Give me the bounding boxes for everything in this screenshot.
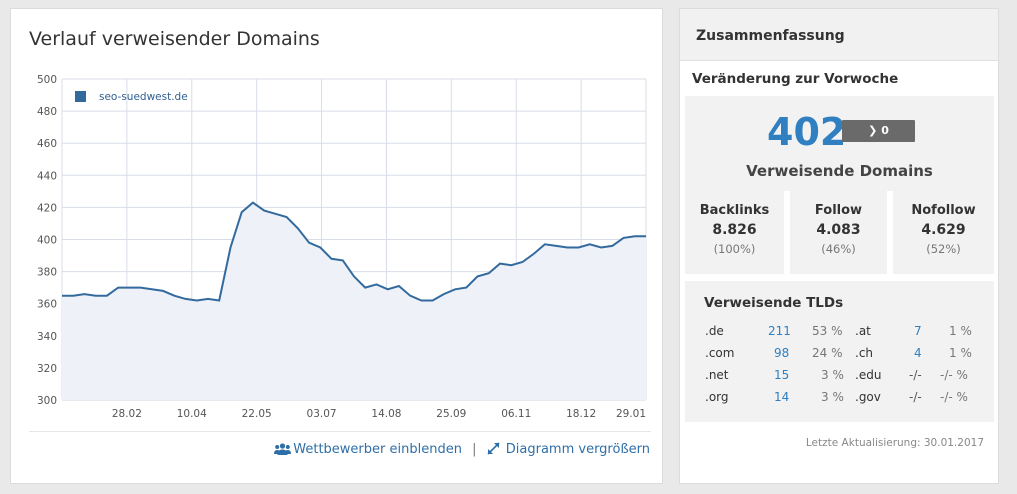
x-tick-label: 28.02 xyxy=(112,408,142,420)
tld-count[interactable]: 211 xyxy=(768,324,791,338)
y-tick-label: 340 xyxy=(37,331,57,343)
tld-percent: 3 % xyxy=(821,368,844,382)
y-tick-label: 480 xyxy=(37,106,57,118)
tld-name: .com xyxy=(705,346,735,360)
y-tick-label: 420 xyxy=(37,202,57,214)
last-update: Letzte Aktualisierung: 30.01.2017 xyxy=(805,437,984,449)
enlarge-chart-label: Diagramm vergrößern xyxy=(505,442,650,457)
tld-percent: -/- % xyxy=(940,368,968,382)
expand-icon xyxy=(487,442,500,455)
x-tick-label: 06.11 xyxy=(501,408,531,420)
change-value: 0 xyxy=(881,124,889,137)
tld-box: Verweisende TLDs .de 211 53 % .at 7 1 % … xyxy=(685,281,994,422)
line-chart: 300 320 340 360 380 400 420 440 460 480 500 28.02 10… xyxy=(37,74,647,420)
stat-backlinks: Backlinks 8.826 (100%) xyxy=(685,191,784,274)
total-domains-box: 402 ❯ 0 Verweisende Domains xyxy=(685,96,994,191)
stat-percent: (46%) xyxy=(821,242,856,256)
tld-name: .at xyxy=(855,324,871,338)
summary-header: Zusammenfassung xyxy=(680,9,998,61)
tld-name: .org xyxy=(705,390,729,404)
stat-value: 4.629 xyxy=(921,222,966,238)
tld-row: .net 15 3 % .edu -/- -/- % xyxy=(685,368,994,388)
summary-panel: Zusammenfassung Veränderung zur Vorwoche… xyxy=(679,8,999,484)
series-line xyxy=(62,201,646,302)
total-domains-value: 402 xyxy=(767,110,847,154)
tld-percent: 1 % xyxy=(949,324,972,338)
tld-count[interactable]: 14 xyxy=(774,390,790,404)
tld-count[interactable]: 98 xyxy=(774,346,790,360)
y-tick-label: 400 xyxy=(37,235,57,247)
tld-count[interactable]: 15 xyxy=(774,368,790,382)
y-tick-label: 360 xyxy=(37,299,57,311)
stat-label: Nofollow xyxy=(911,203,976,218)
tld-name: .ch xyxy=(855,346,874,360)
x-tick-label: 14.08 xyxy=(371,408,401,420)
stat-value: 8.826 xyxy=(712,222,757,238)
y-tick-label: 500 xyxy=(37,74,57,86)
chart-actions: Wettbewerber einblenden | Diagramm vergr… xyxy=(274,442,650,457)
total-domains-label: Verweisende Domains xyxy=(746,162,933,180)
x-tick-label: 18.12 xyxy=(566,408,596,420)
users-icon xyxy=(274,443,292,455)
stat-percent: (100%) xyxy=(713,242,756,256)
tld-percent: 3 % xyxy=(821,390,844,404)
x-tick-label: 22.05 xyxy=(242,408,272,420)
show-competitors-link[interactable]: Wettbewerber einblenden xyxy=(274,442,466,457)
legend-swatch xyxy=(75,91,86,102)
tld-count: -/- xyxy=(909,368,922,382)
stat-label: Backlinks xyxy=(699,203,770,218)
y-tick-label: 380 xyxy=(37,267,57,279)
tld-row: .de 211 53 % .at 7 1 % xyxy=(685,324,994,344)
series-area xyxy=(62,202,646,400)
tld-name: .de xyxy=(705,324,724,338)
link-separator: | xyxy=(472,442,477,457)
chevron-right-icon: ❯ xyxy=(868,124,878,137)
y-tick-label: 300 xyxy=(37,395,57,407)
stat-nofollow: Nofollow 4.629 (52%) xyxy=(893,191,994,274)
tld-percent: 24 % xyxy=(812,346,843,360)
change-section-title: Veränderung zur Vorwoche xyxy=(692,71,899,87)
tld-name: .edu xyxy=(855,368,882,382)
tld-percent: 1 % xyxy=(949,346,972,360)
tld-count[interactable]: 7 xyxy=(914,324,922,338)
legend-label: seo-suedwest.de xyxy=(99,91,188,103)
y-tick-label: 460 xyxy=(37,138,57,150)
x-tick-label: 10.04 xyxy=(177,408,207,420)
x-tick-label: 25.09 xyxy=(436,408,466,420)
stat-percent: (52%) xyxy=(926,242,961,256)
stat-follow: Follow 4.083 (46%) xyxy=(790,191,887,274)
tld-percent: 53 % xyxy=(812,324,843,338)
tld-row: .org 14 3 % .gov -/- -/- % xyxy=(685,390,994,410)
y-tick-label: 320 xyxy=(37,363,57,375)
chart-panel: Verlauf verweisender Domains 300 320 340 36… xyxy=(10,8,663,484)
change-badge: ❯ 0 xyxy=(842,120,915,142)
tld-row: .com 98 24 % .ch 4 1 % xyxy=(685,346,994,366)
x-tick-label: 03.07 xyxy=(307,408,337,420)
y-tick-label: 440 xyxy=(37,170,57,182)
stat-label: Follow xyxy=(814,203,863,218)
show-competitors-label: Wettbewerber einblenden xyxy=(293,442,462,457)
tld-count: -/- xyxy=(909,390,922,404)
x-tick-label: 29.01 xyxy=(616,408,646,420)
chart-title: Verlauf verweisender Domains xyxy=(29,28,320,50)
tld-percent: -/- % xyxy=(940,390,968,404)
tld-name: .net xyxy=(705,368,729,382)
divider xyxy=(29,431,651,432)
tld-name: .gov xyxy=(855,390,881,404)
tld-count[interactable]: 4 xyxy=(914,346,922,360)
enlarge-chart-link[interactable]: Diagramm vergrößern xyxy=(482,442,650,457)
stat-value: 4.083 xyxy=(816,222,861,238)
tld-title: Verweisende TLDs xyxy=(704,295,844,311)
